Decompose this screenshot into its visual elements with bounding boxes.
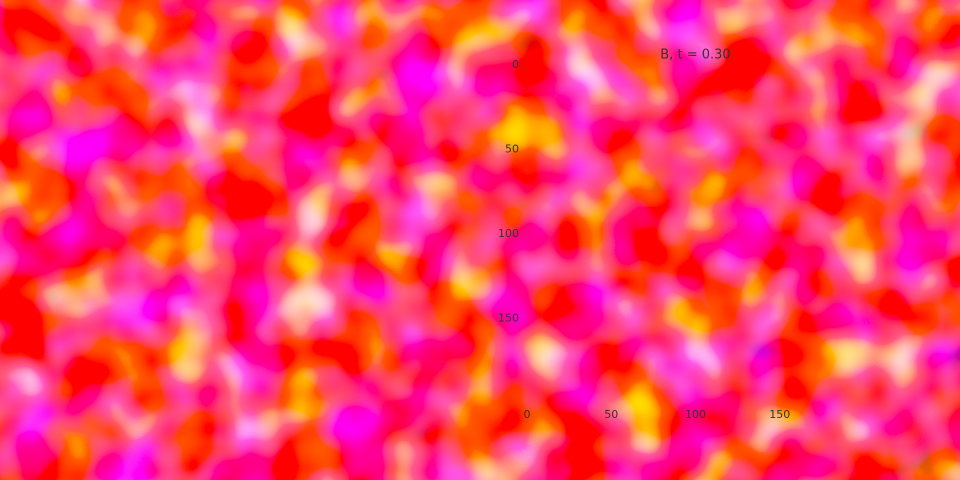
y-tick-label: 0	[512, 58, 519, 71]
x-tick-label: 0	[117, 408, 124, 421]
y-tick-label: 150	[91, 312, 112, 325]
image	[527, 65, 864, 403]
y-tick-label: 50	[98, 143, 112, 156]
x-tick-label: 100	[685, 408, 706, 421]
y-tick-label: 150	[498, 312, 519, 325]
x-tick-label: 150	[769, 408, 790, 421]
x-tick-label: 150	[363, 408, 384, 421]
x-tick-label: 100	[279, 408, 300, 421]
x-tick-label: 0	[524, 408, 531, 421]
x-tick-label: 50	[604, 408, 618, 421]
panel-title: B, t = 0.30	[660, 48, 730, 63]
x-tick-label: 50	[198, 408, 212, 421]
y-tick-label: 100	[91, 227, 112, 240]
panel-title: A, t = 0.30	[254, 48, 324, 63]
y-tick-label: 100	[498, 227, 519, 240]
y-tick-label: 50	[505, 143, 519, 156]
image	[120, 65, 458, 403]
y-tick-label: 0	[105, 58, 112, 71]
